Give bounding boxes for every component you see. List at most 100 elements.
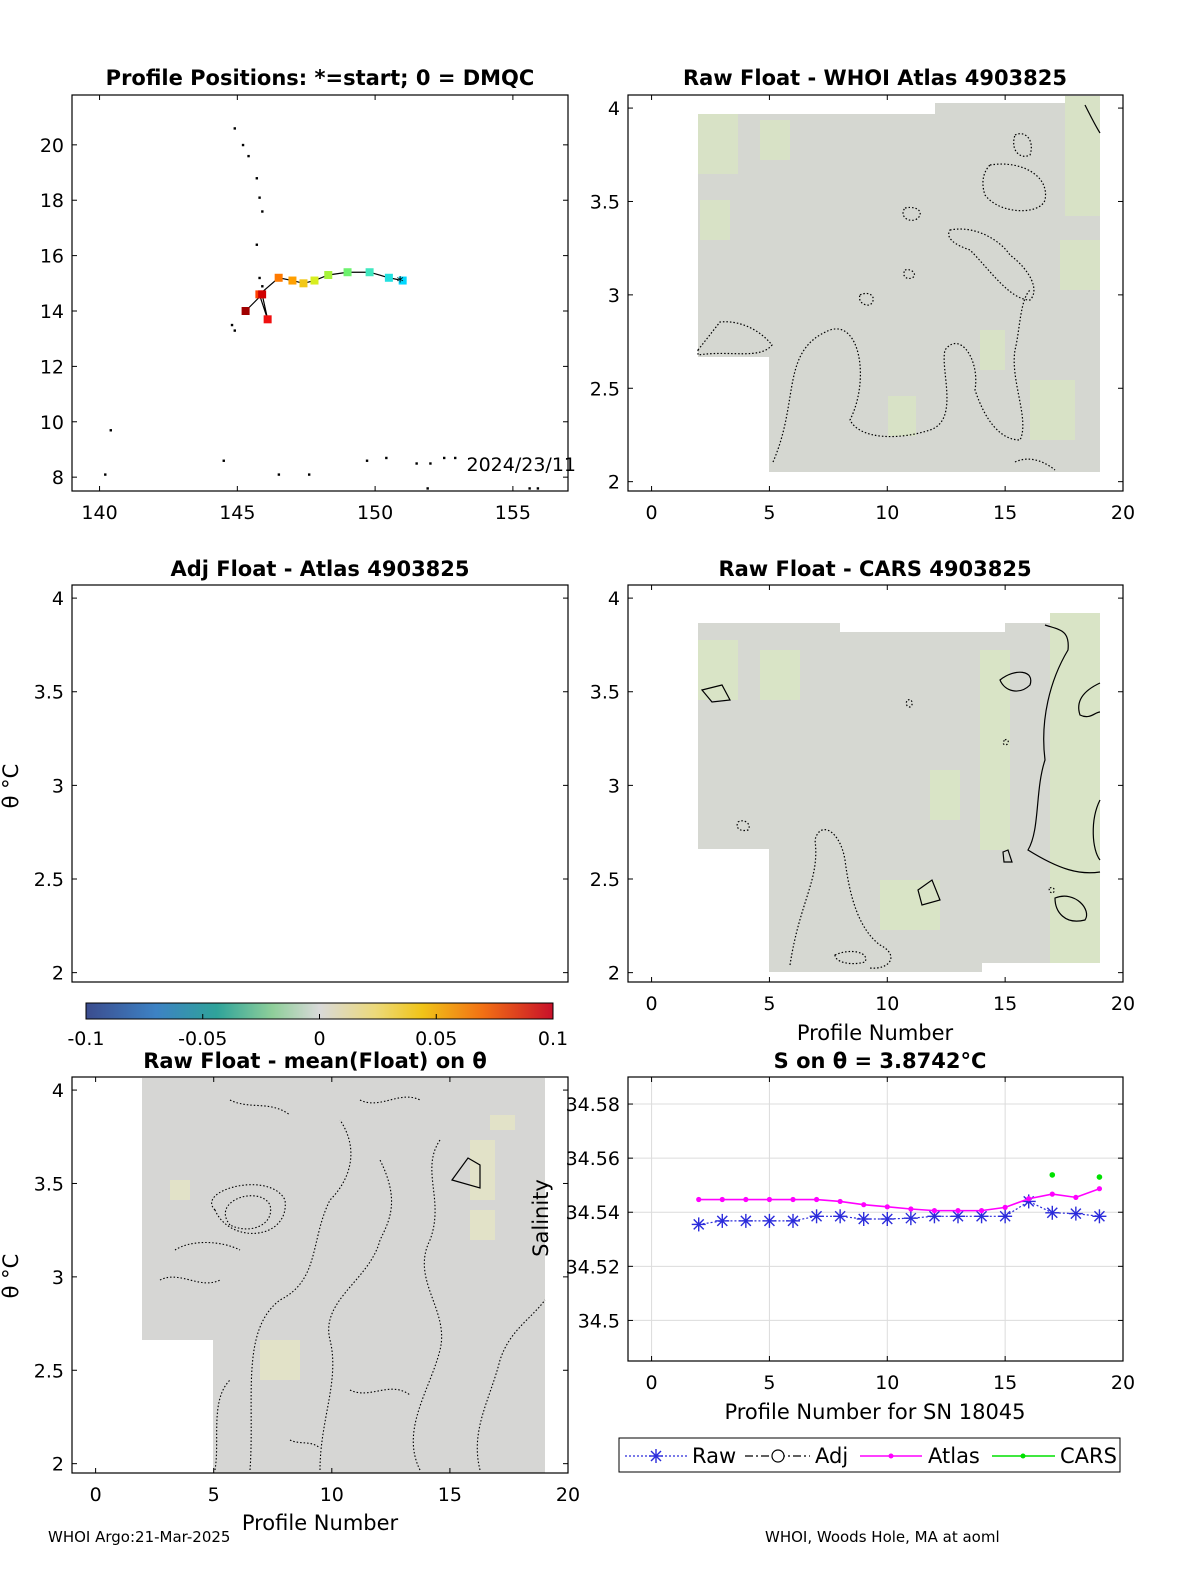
colorbar-tick-label: -0.05 <box>178 1028 227 1050</box>
mean-field <box>142 1078 545 1473</box>
sal-ytick-label: 34.54 <box>566 1202 620 1224</box>
series-raw-point <box>1092 1209 1107 1224</box>
raw-star-stroke <box>905 1212 917 1224</box>
cars-xlabel: Profile Number <box>797 1021 954 1045</box>
mean-ytick-label: 3 <box>52 1267 64 1289</box>
map-annotation: 2024/23/11 <box>466 454 576 476</box>
island-dot <box>426 487 429 490</box>
mean-xlabel: Profile Number <box>242 1511 399 1535</box>
cars-ytick-label: 3.5 <box>590 682 620 704</box>
raw-star-stroke <box>1046 1207 1058 1219</box>
whoi-ytick-label: 3.5 <box>590 191 620 213</box>
series-raw-line <box>698 1200 1100 1226</box>
track-point <box>263 315 272 324</box>
series-atlas-point <box>696 1196 702 1203</box>
cars-xtick-label: 10 <box>875 993 899 1015</box>
map-xtick-label: 150 <box>357 502 393 524</box>
track-point <box>310 276 319 285</box>
sal-ytick-label: 34.52 <box>566 1256 620 1278</box>
panel-whoi-atlas: Raw Float - WHOI Atlas 4903825 0 5 10 15 20 2… <box>590 66 1135 524</box>
raw-star-stroke <box>952 1210 964 1222</box>
map-ytick-label: 18 <box>40 190 64 212</box>
adj-ytick-label: 4 <box>52 588 64 610</box>
island-dot <box>247 154 250 158</box>
cars-xtick-label: 20 <box>1111 993 1135 1015</box>
float-track <box>245 271 403 320</box>
raw-star-stroke <box>858 1213 870 1225</box>
series-atlas-point <box>955 1208 961 1214</box>
adj-ytick-label: 3.5 <box>34 682 64 704</box>
series-atlas-point <box>861 1202 867 1208</box>
adj-frame <box>71 584 569 983</box>
map-ytick-label: 20 <box>40 135 64 157</box>
legend-box <box>618 1437 1121 1473</box>
mean-xtick-label: 15 <box>438 1484 462 1506</box>
panel-adj-float: Adj Float - Atlas 4903825 2 2.5 3 3.5 4 θ °C <box>0 557 569 985</box>
island-dot <box>443 456 446 460</box>
series-raw-point <box>998 1209 1013 1224</box>
series-atlas-line <box>698 1187 1100 1212</box>
colorbar-tick-label: 0 <box>313 1028 325 1050</box>
legend-item-adj: Adj <box>745 1444 848 1468</box>
legend-cars-marker <box>1020 1453 1026 1459</box>
map-marks: * <box>104 127 540 490</box>
track-point <box>258 290 267 299</box>
island-dot <box>429 462 432 465</box>
series-raw-point <box>1068 1206 1083 1221</box>
cars-ytick-label: 2 <box>608 963 620 985</box>
map-frame <box>71 94 569 492</box>
adj-ytick-label: 2.5 <box>34 869 64 891</box>
island-dot <box>277 473 281 476</box>
series-atlas-point <box>1096 1186 1103 1192</box>
raw-star-stroke <box>834 1210 846 1222</box>
legend-cars-label: CARS <box>1060 1444 1117 1468</box>
map-ytick-label: 16 <box>40 246 64 268</box>
series-atlas-point <box>766 1196 773 1203</box>
island-dot <box>528 487 531 490</box>
adj-title: Adj Float - Atlas 4903825 <box>170 557 469 581</box>
whoi-contours <box>697 133 1056 471</box>
map-ytick-label: 14 <box>40 301 64 323</box>
legend-item-atlas: Atlas <box>860 1444 980 1468</box>
island-dot <box>258 276 261 280</box>
legend-adj-marker <box>771 1449 785 1463</box>
island-dot <box>258 196 261 199</box>
map-xtick-label: 140 <box>81 502 117 524</box>
mean-ytick-label: 3.5 <box>34 1173 64 1195</box>
island-dot <box>385 456 388 460</box>
island-dot <box>261 210 264 213</box>
series-atlas-point <box>719 1196 725 1203</box>
colorbar-ticks: -0.1 -0.05 0 0.05 0.1 <box>67 1014 568 1050</box>
start-marker: * <box>397 275 404 291</box>
whoi-axis-ticks: 0 5 10 15 20 2 2.5 3 3.5 4 <box>590 95 1135 524</box>
whoi-ytick-label: 2.5 <box>590 378 620 400</box>
map-ytick-label: 12 <box>40 356 64 378</box>
adj-axis-ticks: 2 2.5 3 3.5 4 <box>34 588 568 985</box>
mean-xtick-label: 20 <box>556 1484 580 1506</box>
sal-xlabel: Profile Number for SN 18045 <box>724 1400 1025 1424</box>
sal-legend: Raw Adj Atlas CARS <box>618 1437 1121 1473</box>
track-point <box>384 273 393 282</box>
series-raw-point <box>903 1211 918 1226</box>
panel-salinity: S on θ = 3.8742°C 0 5 10 15 20 34.5 34.52 34.54… <box>529 1049 1135 1473</box>
mean-contours <box>159 1096 546 1471</box>
mean-title: Raw Float - mean(Float) on θ <box>143 1049 487 1073</box>
legend-raw-marker <box>649 1449 663 1463</box>
colorbar-tick-label: 0.1 <box>538 1028 568 1050</box>
raw-star-stroke <box>928 1210 940 1222</box>
sal-ytick-label: 34.5 <box>578 1310 620 1332</box>
raw-star-stroke <box>1070 1208 1082 1220</box>
adj-ylabel: θ °C <box>0 764 23 809</box>
track-point <box>241 307 250 315</box>
whoi-ytick-label: 3 <box>608 285 620 307</box>
sal-axis-ticks: 0 5 10 15 20 34.5 34.52 34.54 34.56 34.58 <box>566 1077 1135 1394</box>
sal-xtick-label: 0 <box>646 1372 658 1394</box>
island-dot <box>104 473 107 476</box>
mean-ytick-label: 2 <box>52 1454 64 1476</box>
track-point <box>324 271 333 279</box>
series-raw-point <box>738 1213 753 1228</box>
whoi-field-patches <box>698 96 1100 440</box>
track-point <box>365 268 374 277</box>
series-raw-point <box>833 1209 848 1224</box>
